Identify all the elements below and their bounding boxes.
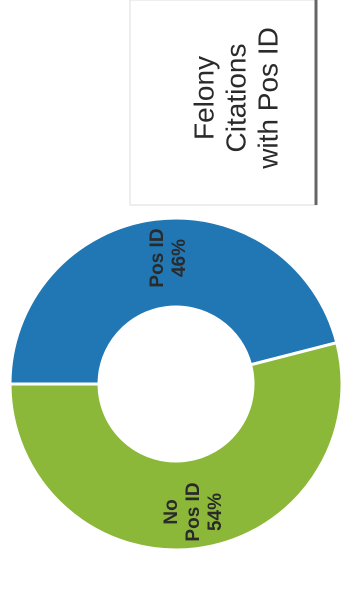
slice-label-line: Pos ID [183, 482, 204, 541]
slice-pos-id [8, 216, 339, 386]
slice-label-no-pos-id: No Pos ID 54% [161, 482, 226, 541]
slice-no-pos-id [8, 340, 343, 552]
title-line: with Pos ID [252, 27, 283, 170]
slice-label-pos-id: Pos ID 46% [147, 228, 190, 287]
slice-label-line: Pos ID [147, 228, 168, 287]
chart-title: Felony Citations with Pos ID [188, 27, 283, 170]
title-line: Citations [220, 44, 251, 153]
slice-label-line: 54% [205, 493, 226, 531]
title-line: Felony [188, 56, 219, 140]
slice-label-line: 46% [169, 239, 190, 277]
slice-label-line: No [161, 499, 182, 524]
donut-chart [8, 216, 343, 552]
title-box [129, 0, 318, 206]
